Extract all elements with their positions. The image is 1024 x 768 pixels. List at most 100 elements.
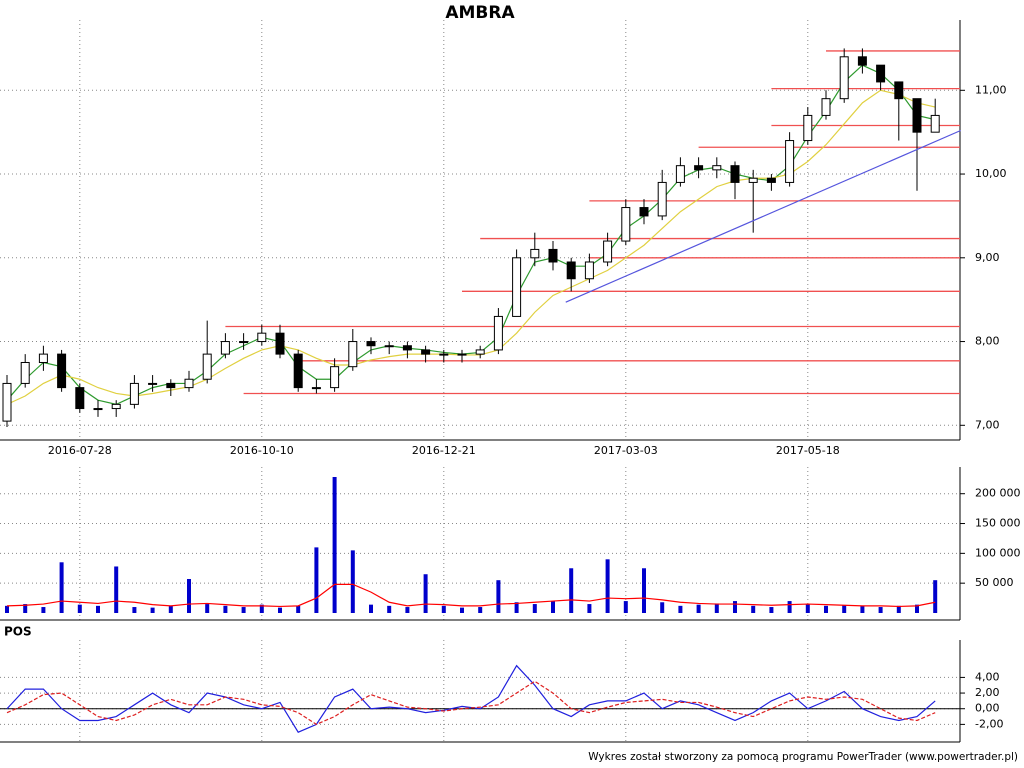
volume-bar xyxy=(96,605,100,613)
x-tick-label: 2016-10-10 xyxy=(230,444,294,457)
volume-bar xyxy=(678,605,683,613)
candle-body xyxy=(894,81,904,100)
volume-bar xyxy=(23,604,28,613)
candle-body xyxy=(2,382,12,422)
x-tick-label: 2016-07-28 xyxy=(48,444,112,457)
moving-average xyxy=(6,89,936,405)
y-tick-label: 9,00 xyxy=(975,251,1000,264)
volume-bar xyxy=(514,602,519,613)
candle-body xyxy=(202,353,212,380)
volume-bar xyxy=(387,605,392,613)
volume-bar xyxy=(623,601,628,613)
candle-body xyxy=(257,332,267,343)
y-tick-label: 2,00 xyxy=(975,686,1000,699)
volume-bar xyxy=(660,602,665,613)
candle-body xyxy=(730,165,740,183)
candle-body xyxy=(384,345,394,348)
volume-bar xyxy=(733,601,737,613)
volume-bar xyxy=(132,607,137,613)
volume-bar xyxy=(933,580,938,613)
volume-bar xyxy=(441,605,446,613)
candle-body xyxy=(293,353,303,389)
volume-bar xyxy=(915,604,919,613)
y-tick-label: 150 000 xyxy=(975,517,1021,530)
candle-body xyxy=(639,207,649,217)
candle-body xyxy=(38,353,48,363)
candle-body xyxy=(439,353,449,356)
candle-body xyxy=(184,378,194,389)
y-tick-label: 4,00 xyxy=(975,670,1000,683)
candle-body xyxy=(857,56,867,66)
candle-body xyxy=(694,165,704,171)
volume-bar xyxy=(496,580,501,613)
candle-body xyxy=(712,165,722,171)
candle-body xyxy=(530,248,540,259)
candle-body xyxy=(785,140,795,183)
volume-bar xyxy=(860,605,865,613)
volume-bar xyxy=(587,604,592,613)
candle-body xyxy=(603,240,613,263)
candle-body xyxy=(311,387,321,390)
candle-body xyxy=(930,114,940,133)
volume-bar xyxy=(532,604,537,613)
volume-bar xyxy=(369,604,373,613)
volume-bar xyxy=(824,605,828,613)
volume-bar xyxy=(41,607,46,613)
candle-body xyxy=(493,315,503,351)
x-tick-label: 2017-05-18 xyxy=(776,444,840,457)
candle-body xyxy=(57,353,67,389)
volume-bar xyxy=(241,607,246,613)
volume-bar xyxy=(187,579,191,613)
volume-bar xyxy=(878,607,883,613)
volume-bar xyxy=(332,477,337,613)
volume-bar xyxy=(59,562,64,613)
candle-body xyxy=(402,345,412,351)
volume-bar xyxy=(805,604,810,613)
panel-title: POS xyxy=(4,625,32,639)
candle-body xyxy=(566,261,576,280)
candle-body xyxy=(675,165,685,183)
volume-bar xyxy=(460,607,464,613)
volume-bar xyxy=(259,604,264,613)
volume-bar xyxy=(896,605,901,613)
volume-bar xyxy=(350,550,355,613)
volume-bar xyxy=(714,603,719,613)
candle-body xyxy=(348,341,358,368)
volume-bar xyxy=(150,607,155,613)
candle-body xyxy=(111,403,121,410)
volume-bar xyxy=(296,605,301,613)
volume-bar xyxy=(278,607,282,613)
candle-body xyxy=(93,408,103,411)
candle-body xyxy=(803,114,813,142)
candle-body xyxy=(330,366,340,389)
candle-body xyxy=(548,248,558,263)
volume-bar xyxy=(205,604,210,613)
volume-bar xyxy=(696,604,701,613)
candle-body xyxy=(839,56,849,100)
footer: Wykres został stworzony za pomocą progra… xyxy=(588,751,1018,763)
x-tick-label: 2016-12-21 xyxy=(412,444,476,457)
moving-average xyxy=(6,64,936,405)
y-tick-label: 7,00 xyxy=(975,418,1000,431)
volume-bar xyxy=(605,559,610,613)
candle-body xyxy=(366,341,376,347)
y-tick-label: 10,00 xyxy=(975,167,1007,180)
volume-bar xyxy=(642,568,646,613)
volume-bar xyxy=(114,566,119,613)
candle-body xyxy=(20,361,30,384)
volume-bar xyxy=(569,568,574,613)
y-tick-label: 11,00 xyxy=(975,83,1007,96)
y-tick-label: -2,00 xyxy=(975,717,1003,730)
volume-bar xyxy=(769,607,774,613)
volume-bar xyxy=(551,601,555,613)
candle-body xyxy=(129,382,139,405)
candle-body xyxy=(876,64,886,83)
volume-bar xyxy=(751,605,756,613)
volume-bar xyxy=(478,607,483,613)
candle-body xyxy=(512,257,522,317)
volume-bar xyxy=(423,574,428,613)
oscillator-line xyxy=(6,680,936,726)
volume-bar xyxy=(223,605,228,613)
y-tick-label: 50 000 xyxy=(975,576,1014,589)
